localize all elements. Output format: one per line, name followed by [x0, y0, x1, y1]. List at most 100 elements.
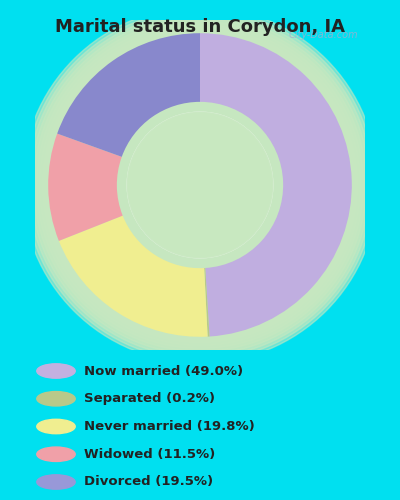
Circle shape [180, 166, 220, 204]
Circle shape [54, 40, 346, 331]
Circle shape [161, 146, 239, 224]
Circle shape [144, 129, 256, 241]
Circle shape [144, 128, 256, 242]
Circle shape [158, 144, 242, 226]
Text: Widowed (11.5%): Widowed (11.5%) [84, 448, 215, 461]
Circle shape [156, 140, 244, 230]
Circle shape [28, 12, 372, 358]
Circle shape [130, 114, 270, 256]
Circle shape [126, 111, 274, 259]
Circle shape [37, 392, 75, 406]
Circle shape [173, 158, 227, 212]
Circle shape [102, 87, 298, 283]
Circle shape [72, 58, 328, 312]
Circle shape [164, 148, 236, 222]
Circle shape [105, 90, 295, 280]
Circle shape [37, 22, 363, 348]
Circle shape [127, 112, 273, 258]
Circle shape [93, 78, 307, 292]
Circle shape [133, 118, 267, 252]
Circle shape [159, 144, 241, 226]
Circle shape [134, 120, 266, 250]
Circle shape [154, 139, 246, 231]
Circle shape [134, 120, 266, 250]
Circle shape [168, 154, 232, 216]
Circle shape [146, 132, 254, 238]
Circle shape [148, 133, 252, 237]
Circle shape [139, 124, 261, 246]
Text: Never married (19.8%): Never married (19.8%) [84, 420, 255, 433]
Circle shape [176, 160, 224, 210]
Circle shape [143, 128, 257, 242]
Circle shape [75, 60, 325, 310]
Circle shape [177, 162, 223, 208]
Circle shape [25, 10, 375, 360]
Circle shape [37, 475, 75, 489]
Circle shape [60, 46, 340, 324]
Circle shape [128, 114, 272, 256]
Circle shape [78, 63, 322, 307]
Circle shape [141, 126, 259, 244]
Circle shape [132, 117, 268, 253]
Circle shape [168, 154, 232, 216]
Circle shape [159, 144, 241, 226]
Circle shape [58, 42, 342, 328]
Circle shape [170, 154, 230, 216]
Circle shape [146, 132, 254, 238]
Circle shape [133, 118, 267, 252]
Circle shape [37, 364, 75, 378]
Circle shape [164, 148, 236, 222]
Circle shape [179, 164, 221, 205]
Circle shape [143, 128, 257, 242]
Circle shape [140, 126, 260, 244]
Circle shape [48, 34, 352, 337]
Circle shape [63, 48, 337, 322]
Wedge shape [200, 33, 352, 336]
Wedge shape [59, 216, 208, 337]
Circle shape [161, 146, 239, 224]
Circle shape [171, 156, 229, 214]
Circle shape [156, 142, 244, 229]
Circle shape [158, 142, 242, 228]
Circle shape [149, 134, 251, 236]
Circle shape [37, 447, 75, 462]
Circle shape [173, 158, 227, 212]
Circle shape [132, 116, 268, 254]
Circle shape [96, 81, 304, 289]
Circle shape [127, 112, 273, 258]
Circle shape [120, 105, 280, 265]
Circle shape [142, 126, 258, 244]
Circle shape [170, 154, 230, 216]
Circle shape [40, 24, 360, 345]
Circle shape [162, 148, 238, 222]
Circle shape [153, 138, 247, 232]
Wedge shape [204, 268, 210, 336]
Circle shape [142, 126, 258, 244]
Circle shape [136, 120, 264, 250]
Circle shape [127, 112, 273, 258]
Circle shape [129, 114, 271, 256]
Circle shape [171, 156, 229, 214]
Circle shape [87, 72, 313, 298]
Circle shape [148, 133, 252, 237]
Circle shape [137, 122, 263, 248]
Wedge shape [48, 134, 123, 241]
Circle shape [131, 116, 269, 254]
Circle shape [166, 151, 234, 219]
Circle shape [154, 139, 246, 231]
Circle shape [150, 135, 250, 235]
Circle shape [99, 84, 301, 286]
Circle shape [165, 150, 235, 220]
Circle shape [180, 166, 220, 204]
Circle shape [152, 136, 248, 234]
Circle shape [117, 102, 283, 268]
Circle shape [46, 30, 354, 340]
Circle shape [145, 130, 255, 240]
Circle shape [136, 120, 264, 250]
Circle shape [66, 52, 334, 318]
Circle shape [158, 142, 242, 228]
Circle shape [160, 145, 240, 225]
Circle shape [138, 123, 262, 247]
Circle shape [155, 140, 245, 230]
Circle shape [108, 93, 292, 277]
